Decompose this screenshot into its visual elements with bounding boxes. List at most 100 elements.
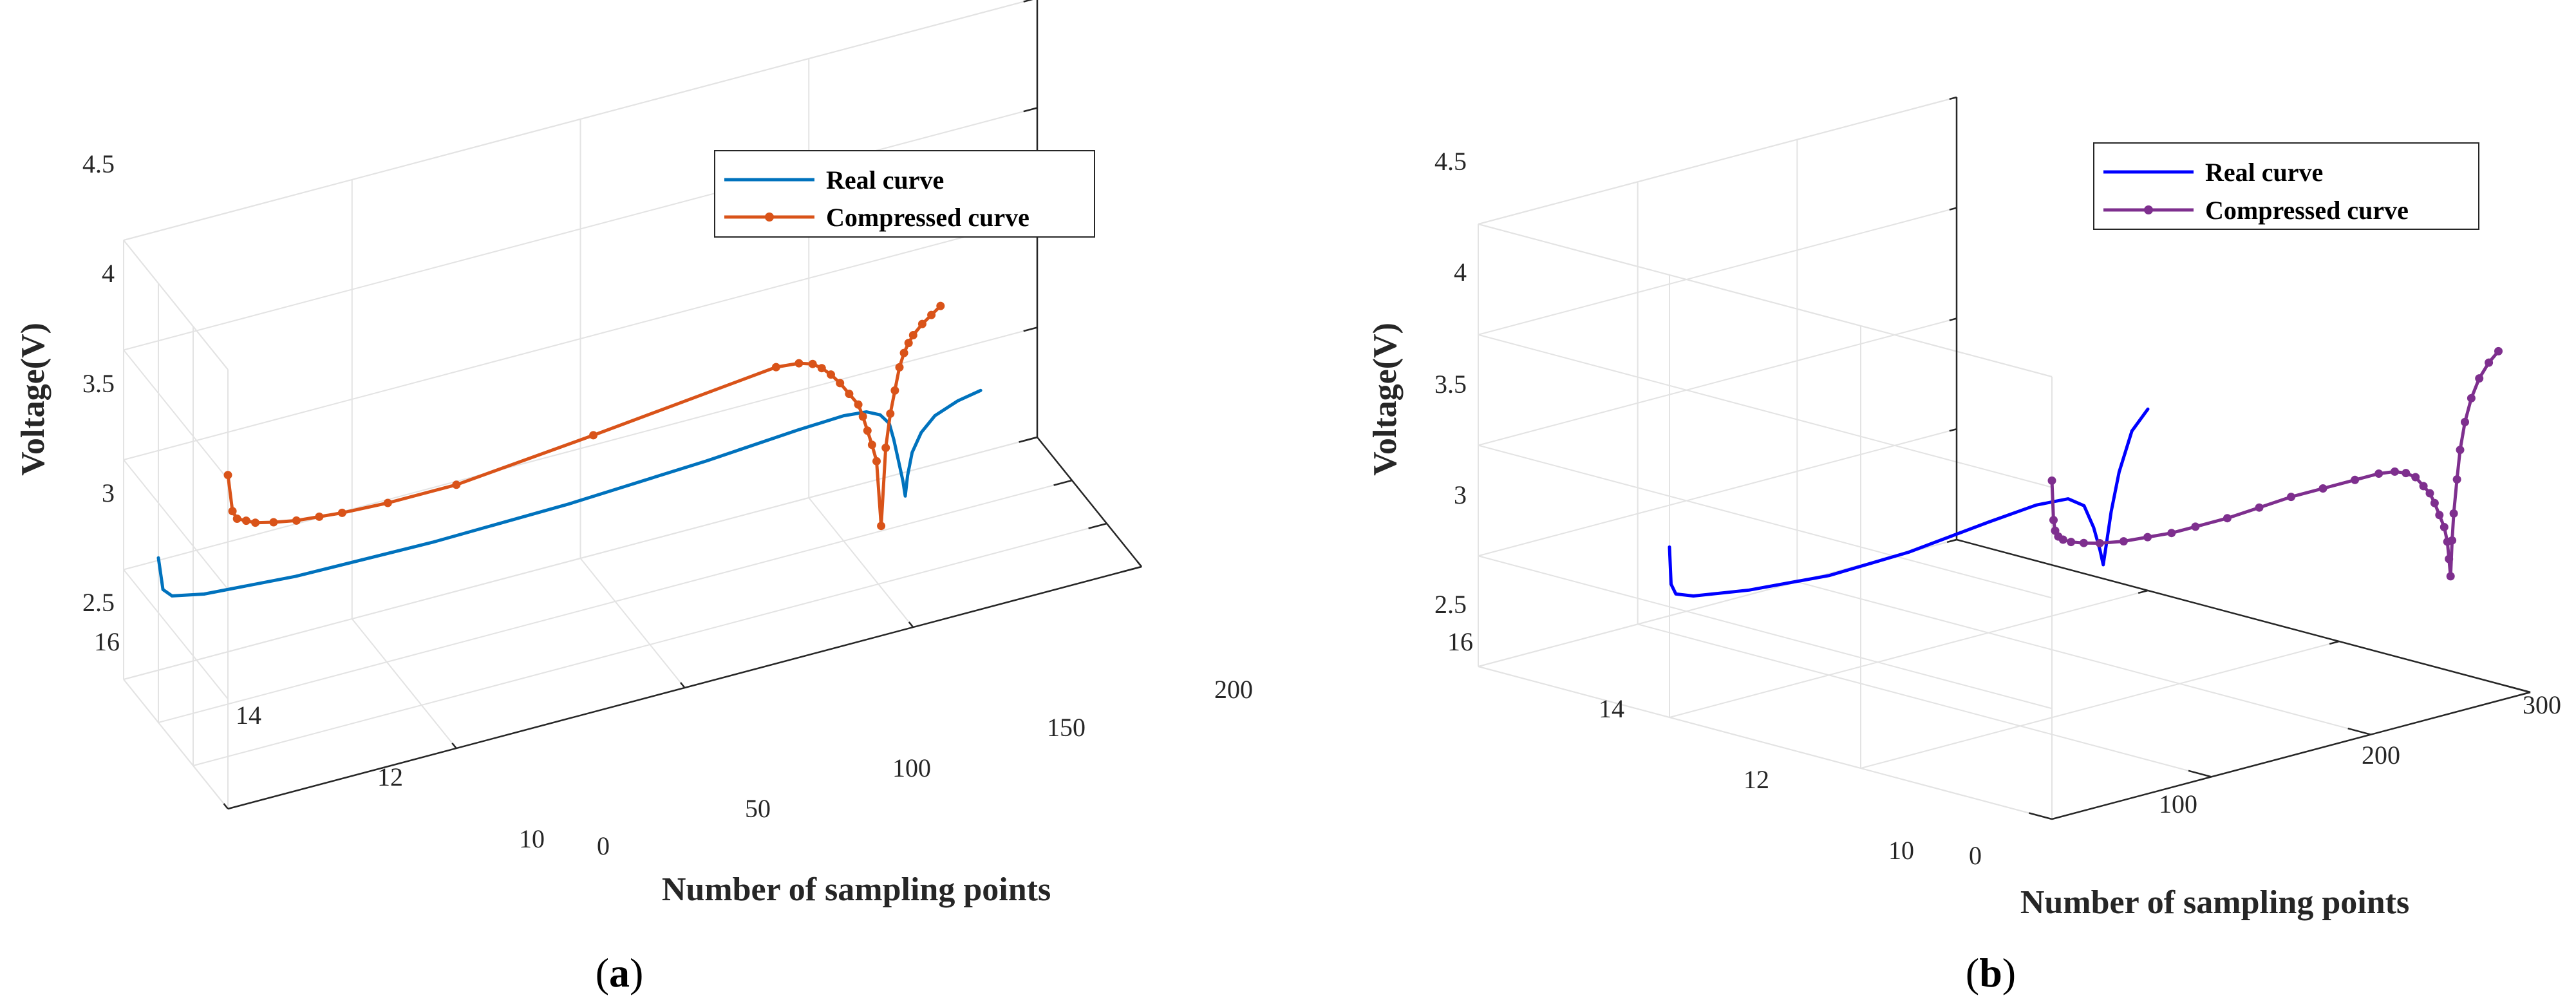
z-tick-label: 4 xyxy=(1454,258,1467,287)
legend-box xyxy=(714,150,1095,238)
z-axis-label: Voltage(V) xyxy=(1367,323,1404,476)
data-point xyxy=(452,480,461,489)
legend-box xyxy=(2093,142,2479,230)
grid-line xyxy=(158,480,1073,723)
y-axis-line xyxy=(1956,538,2531,694)
grid-line xyxy=(1637,623,2212,778)
grid-line xyxy=(1797,581,2371,735)
z-tick-label: 4 xyxy=(102,259,115,288)
data-point xyxy=(232,515,241,523)
z-tick-label: 4.5 xyxy=(82,149,115,178)
box-edge xyxy=(123,0,1033,241)
data-point xyxy=(890,386,899,395)
legend-b: Real curve Compressed curve xyxy=(2093,142,2479,230)
caption-a-open: ( xyxy=(596,950,609,996)
data-point xyxy=(2440,523,2449,531)
legend-label-compressed: Compressed curve xyxy=(826,203,1029,232)
data-point xyxy=(917,319,926,328)
y-tick-label: 14 xyxy=(236,701,261,730)
legend-label-real: Real curve xyxy=(2205,158,2323,187)
series-line-0 xyxy=(1668,407,2150,598)
data-point xyxy=(315,512,324,521)
data-point xyxy=(2391,467,2399,476)
data-point xyxy=(794,359,804,368)
data-point xyxy=(867,440,876,449)
grid-line xyxy=(1478,444,2053,599)
caption-b-close: ) xyxy=(2002,950,2016,996)
data-point xyxy=(817,364,826,373)
z-tick-mark xyxy=(1949,96,1957,100)
data-point xyxy=(908,331,917,339)
data-point xyxy=(936,301,945,310)
data-point xyxy=(2494,346,2503,355)
caption-b-letter: b xyxy=(1979,950,2002,996)
data-point xyxy=(251,518,260,527)
chart-panel-a: 2.5 3 3.5 4 4.5 10 12 14 16 0 50 100 150… xyxy=(15,0,1253,908)
data-point xyxy=(589,431,598,440)
grid-line xyxy=(1478,334,2053,488)
x-tick-label: 300 xyxy=(2523,690,2561,719)
grid-b xyxy=(1478,97,2531,820)
grid-line xyxy=(1478,207,1957,336)
y-tick-mark xyxy=(1123,565,1142,572)
x-tick-mark xyxy=(908,621,914,628)
chart-panel-b: 2.5 3 3.5 4 4.5 10 12 14 16 0 100 200 30… xyxy=(1367,96,2561,921)
y-axis-line xyxy=(1037,437,1142,567)
z-tick-label: 3.5 xyxy=(1434,370,1467,399)
legend-marker-compressed xyxy=(765,213,774,222)
z-tick-label: 4.5 xyxy=(1434,147,1467,176)
x-tick-label: 0 xyxy=(1969,841,1982,870)
data-point xyxy=(292,516,301,525)
series-line-0 xyxy=(156,388,982,598)
data-point xyxy=(2435,511,2444,520)
data-point xyxy=(2452,475,2461,484)
caption-b: (b) xyxy=(1966,950,2016,996)
data-point xyxy=(2449,509,2458,518)
data-point xyxy=(927,310,936,319)
data-point xyxy=(241,516,250,525)
data-point xyxy=(223,471,232,480)
data-point xyxy=(2318,484,2327,493)
grid-line xyxy=(579,558,686,688)
y-tick-mark xyxy=(2520,691,2531,696)
z-tick-label: 2.5 xyxy=(1434,590,1467,619)
z-tick-mark xyxy=(1949,538,1957,543)
grid-line xyxy=(351,618,457,749)
axes-b xyxy=(1946,96,2531,820)
grid-line xyxy=(1860,641,2340,769)
z-tick-mark xyxy=(1023,436,1038,442)
z-tick-mark xyxy=(1949,428,1957,432)
z-tick-label: 2.5 xyxy=(82,588,115,617)
data-point xyxy=(2080,538,2088,547)
legend-marker-compressed xyxy=(2144,205,2153,214)
box-edge xyxy=(123,240,229,370)
x-tick-mark xyxy=(2347,727,2371,735)
box-edge xyxy=(1478,97,1957,225)
grid-line xyxy=(123,349,229,480)
data-point xyxy=(2485,358,2494,367)
grid-line xyxy=(123,459,229,590)
data-point xyxy=(2223,514,2232,523)
data-point xyxy=(854,400,863,409)
data-point xyxy=(2446,572,2455,581)
grid-line xyxy=(1478,428,1957,557)
data-point xyxy=(2167,529,2176,538)
data-point xyxy=(2402,469,2411,478)
x-tick-label: 100 xyxy=(2159,789,2197,818)
x-tick-mark xyxy=(2188,770,2212,778)
data-point xyxy=(2456,446,2465,455)
x-tick-mark xyxy=(1136,561,1142,567)
y-tick-mark xyxy=(1088,522,1107,529)
data-point xyxy=(2374,469,2383,478)
grid-line xyxy=(1478,666,2053,820)
x-axis-label: Number of sampling points xyxy=(2020,884,2409,921)
grid-line xyxy=(808,497,914,628)
y-ticks-b: 10 12 14 16 xyxy=(1447,627,1914,865)
series-b xyxy=(1668,346,2503,598)
series-line-1 xyxy=(2050,349,2500,578)
grid-line xyxy=(123,326,1038,571)
x-tick-label: 200 xyxy=(1214,675,1253,704)
data-point xyxy=(771,363,780,372)
z-tick-mark xyxy=(1023,326,1038,332)
x-axis-line xyxy=(2051,691,2531,820)
